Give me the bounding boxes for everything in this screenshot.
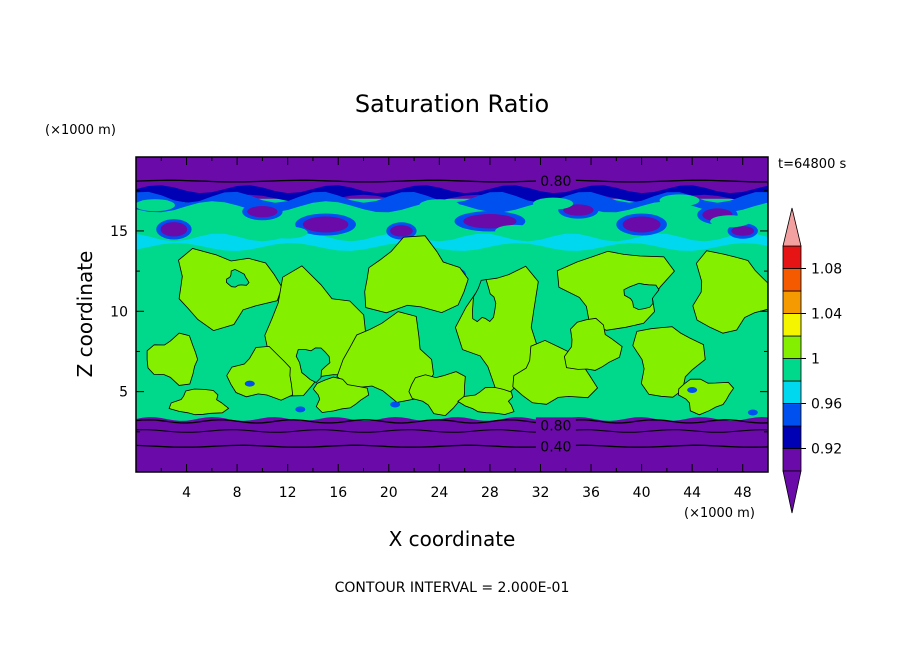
field-blob bbox=[185, 205, 226, 218]
field-blob bbox=[419, 199, 460, 212]
field-band bbox=[136, 185, 768, 203]
colorbar-under-triangle bbox=[782, 470, 802, 514]
field-blob-cloud bbox=[312, 376, 370, 413]
field-spot bbox=[747, 409, 758, 416]
field-blob-cloud bbox=[168, 388, 230, 416]
contour-label-bg bbox=[535, 173, 576, 190]
field-blob-cloud bbox=[408, 371, 466, 417]
colorbar-label: 1.08 bbox=[811, 262, 842, 278]
contour-label-bg bbox=[535, 438, 576, 455]
field-blob bbox=[710, 215, 751, 228]
contour-labels: 0.80 0.80 0.40 bbox=[535, 173, 576, 455]
contour-label: 0.80 bbox=[540, 174, 571, 190]
field-blob bbox=[136, 199, 175, 212]
field-blob bbox=[390, 225, 413, 237]
field-blob bbox=[160, 222, 188, 237]
x-axis-label: X coordinate bbox=[389, 527, 516, 551]
field-spot bbox=[390, 401, 401, 408]
field-blob bbox=[463, 214, 517, 229]
field-blob-cloud bbox=[556, 250, 675, 331]
contour-label: 0.40 bbox=[540, 439, 571, 455]
field-blob-hole bbox=[225, 268, 250, 288]
field-spot bbox=[244, 380, 255, 387]
field-blob bbox=[659, 194, 700, 207]
y-axis-label: Z coordinate bbox=[73, 251, 97, 378]
y-tick-label: 15 bbox=[110, 224, 128, 240]
plot-frame bbox=[135, 156, 769, 473]
colorbar-segment bbox=[782, 245, 802, 269]
contour-lines bbox=[136, 179, 768, 448]
x-tick-label: 44 bbox=[683, 485, 701, 501]
field-spot bbox=[295, 406, 306, 413]
plot-area bbox=[136, 157, 768, 472]
field-blob bbox=[622, 216, 661, 233]
colorbar: 0.92 0.96 1 1.04 1.08 bbox=[782, 207, 842, 514]
contour-line bbox=[136, 419, 768, 424]
x-tick-label: 4 bbox=[182, 485, 191, 501]
chart-title: Saturation Ratio bbox=[355, 90, 549, 118]
x-tick-label: 16 bbox=[329, 485, 347, 501]
x-tick-label: 8 bbox=[233, 485, 242, 501]
field-blob-cloud bbox=[457, 386, 515, 415]
colorbar-segment bbox=[782, 313, 802, 337]
field-blob bbox=[533, 197, 574, 210]
x-tick-label: 28 bbox=[481, 485, 499, 501]
colorbar-segment bbox=[782, 358, 802, 382]
colorbar-segment bbox=[782, 380, 802, 404]
colorbar-label: 1.04 bbox=[811, 307, 842, 323]
contour-label: 0.80 bbox=[540, 418, 571, 434]
colorbar-label: 0.92 bbox=[811, 442, 842, 458]
field-blob-hole bbox=[623, 282, 660, 311]
colorbar-label: 1 bbox=[811, 352, 820, 368]
x-unit-label: (×1000 m) bbox=[684, 506, 755, 521]
field-lower-layer bbox=[136, 417, 768, 472]
field-blob-hole bbox=[472, 279, 497, 323]
field-blob-hole bbox=[295, 347, 331, 383]
y-axis-ticks: 5 10 15 bbox=[110, 190, 768, 433]
field-blob-cloud bbox=[146, 332, 199, 386]
field-blob-cloud bbox=[692, 250, 768, 334]
colorbar-segment bbox=[782, 268, 802, 292]
field-blob-cloud bbox=[178, 248, 283, 332]
field-blob bbox=[302, 216, 349, 233]
time-label: t=64800 s bbox=[778, 157, 846, 172]
colorbar-label: 0.96 bbox=[811, 397, 842, 413]
contour-label-bg bbox=[535, 417, 576, 434]
y-tick-label: 10 bbox=[110, 304, 128, 320]
contour-line bbox=[136, 179, 768, 183]
field-band bbox=[136, 191, 768, 213]
field-blob bbox=[495, 224, 536, 237]
field-blob bbox=[247, 206, 278, 218]
x-tick-label: 24 bbox=[430, 485, 448, 501]
field-spot bbox=[687, 387, 698, 394]
x-tick-label: 48 bbox=[734, 485, 752, 501]
y-unit-label: (×1000 m) bbox=[45, 123, 116, 138]
field-blob-cloud bbox=[364, 235, 469, 314]
field-blob bbox=[563, 204, 594, 216]
contour-interval-text: CONTOUR INTERVAL = 2.000E-01 bbox=[335, 580, 570, 596]
field-blob-cloud bbox=[563, 317, 623, 371]
colorbar-segment bbox=[782, 448, 802, 472]
y-tick-label: 5 bbox=[119, 385, 128, 401]
colorbar-over-triangle bbox=[782, 207, 802, 247]
colorbar-segment bbox=[782, 403, 802, 427]
field-blob bbox=[267, 226, 308, 239]
colorbar-segment bbox=[782, 335, 802, 359]
x-tick-label: 40 bbox=[633, 485, 651, 501]
x-axis-ticks: 4 8 12 16 20 24 28 32 36 40 44 48 bbox=[160, 157, 752, 501]
x-tick-label: 32 bbox=[532, 485, 550, 501]
x-tick-label: 36 bbox=[582, 485, 600, 501]
colorbar-segment bbox=[782, 425, 802, 449]
contour-line bbox=[136, 429, 768, 433]
field-blob-cloud bbox=[226, 345, 294, 401]
x-tick-label: 12 bbox=[279, 485, 297, 501]
field-blob bbox=[731, 226, 755, 236]
x-tick-label: 20 bbox=[380, 485, 398, 501]
colorbar-segment bbox=[782, 290, 802, 314]
contour-line bbox=[136, 444, 768, 448]
